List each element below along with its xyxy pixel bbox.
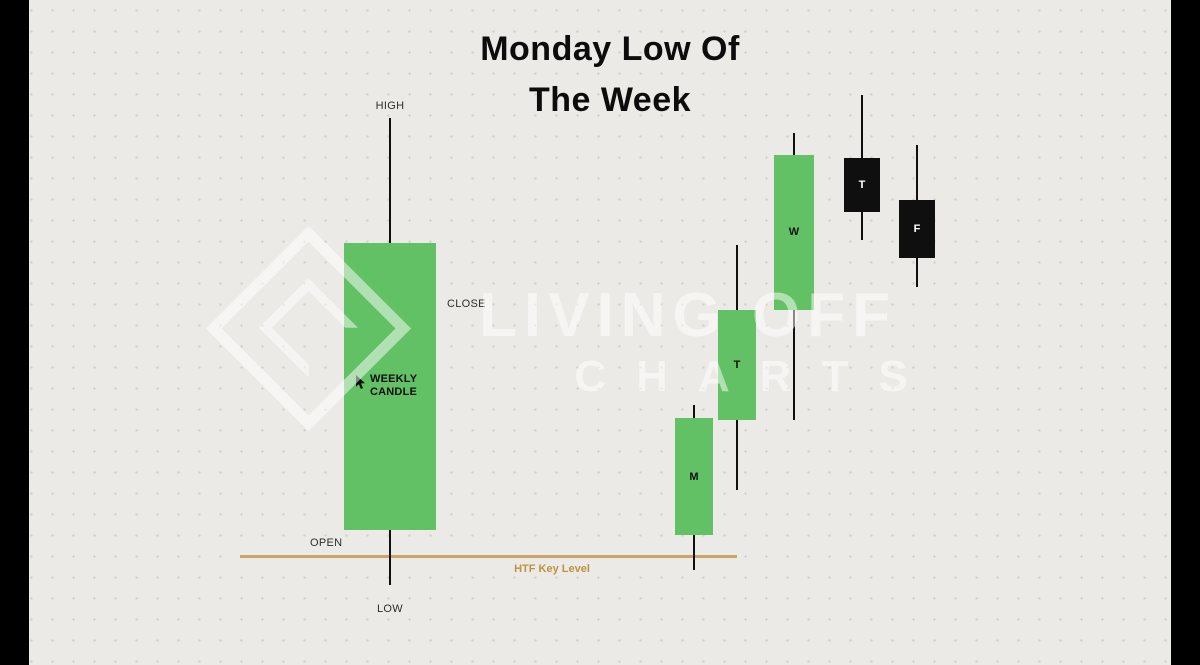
candle-body-weekly — [344, 243, 436, 530]
candle-body-t: T — [844, 158, 880, 213]
weekly-candle-callout: WEEKLY CANDLE — [355, 373, 417, 399]
candle-body-f: F — [899, 200, 935, 258]
candle-body-t: T — [718, 309, 756, 421]
candle-label: T — [858, 179, 866, 192]
candle-label: T — [733, 359, 741, 372]
low-label: LOW — [377, 603, 403, 615]
weekly-candle-label-line2: CANDLE — [370, 386, 418, 398]
candle-body-w: W — [774, 154, 814, 310]
htf-key-level-label: HTF Key Level — [514, 563, 590, 575]
candle-label: F — [913, 223, 921, 236]
cursor-icon — [356, 375, 365, 389]
candle-label: M — [689, 470, 699, 483]
title-line-2: The Week — [528, 81, 692, 119]
high-label: HIGH — [375, 100, 405, 112]
letterbox-left — [0, 0, 29, 665]
open-label: OPEN — [310, 537, 343, 549]
page-title: Monday Low Of The Week — [480, 24, 740, 126]
weekly-candle-label-line1: WEEKLY — [370, 373, 418, 385]
candle-label: W — [788, 226, 800, 239]
candle-body-m: M — [675, 418, 713, 536]
close-label: CLOSE — [447, 298, 486, 310]
htf-key-level-line — [240, 555, 737, 559]
letterbox-right — [1171, 0, 1200, 665]
weekly-candle-label: WEEKLY CANDLE — [370, 373, 417, 399]
title-line-1: Monday Low Of — [480, 30, 740, 68]
